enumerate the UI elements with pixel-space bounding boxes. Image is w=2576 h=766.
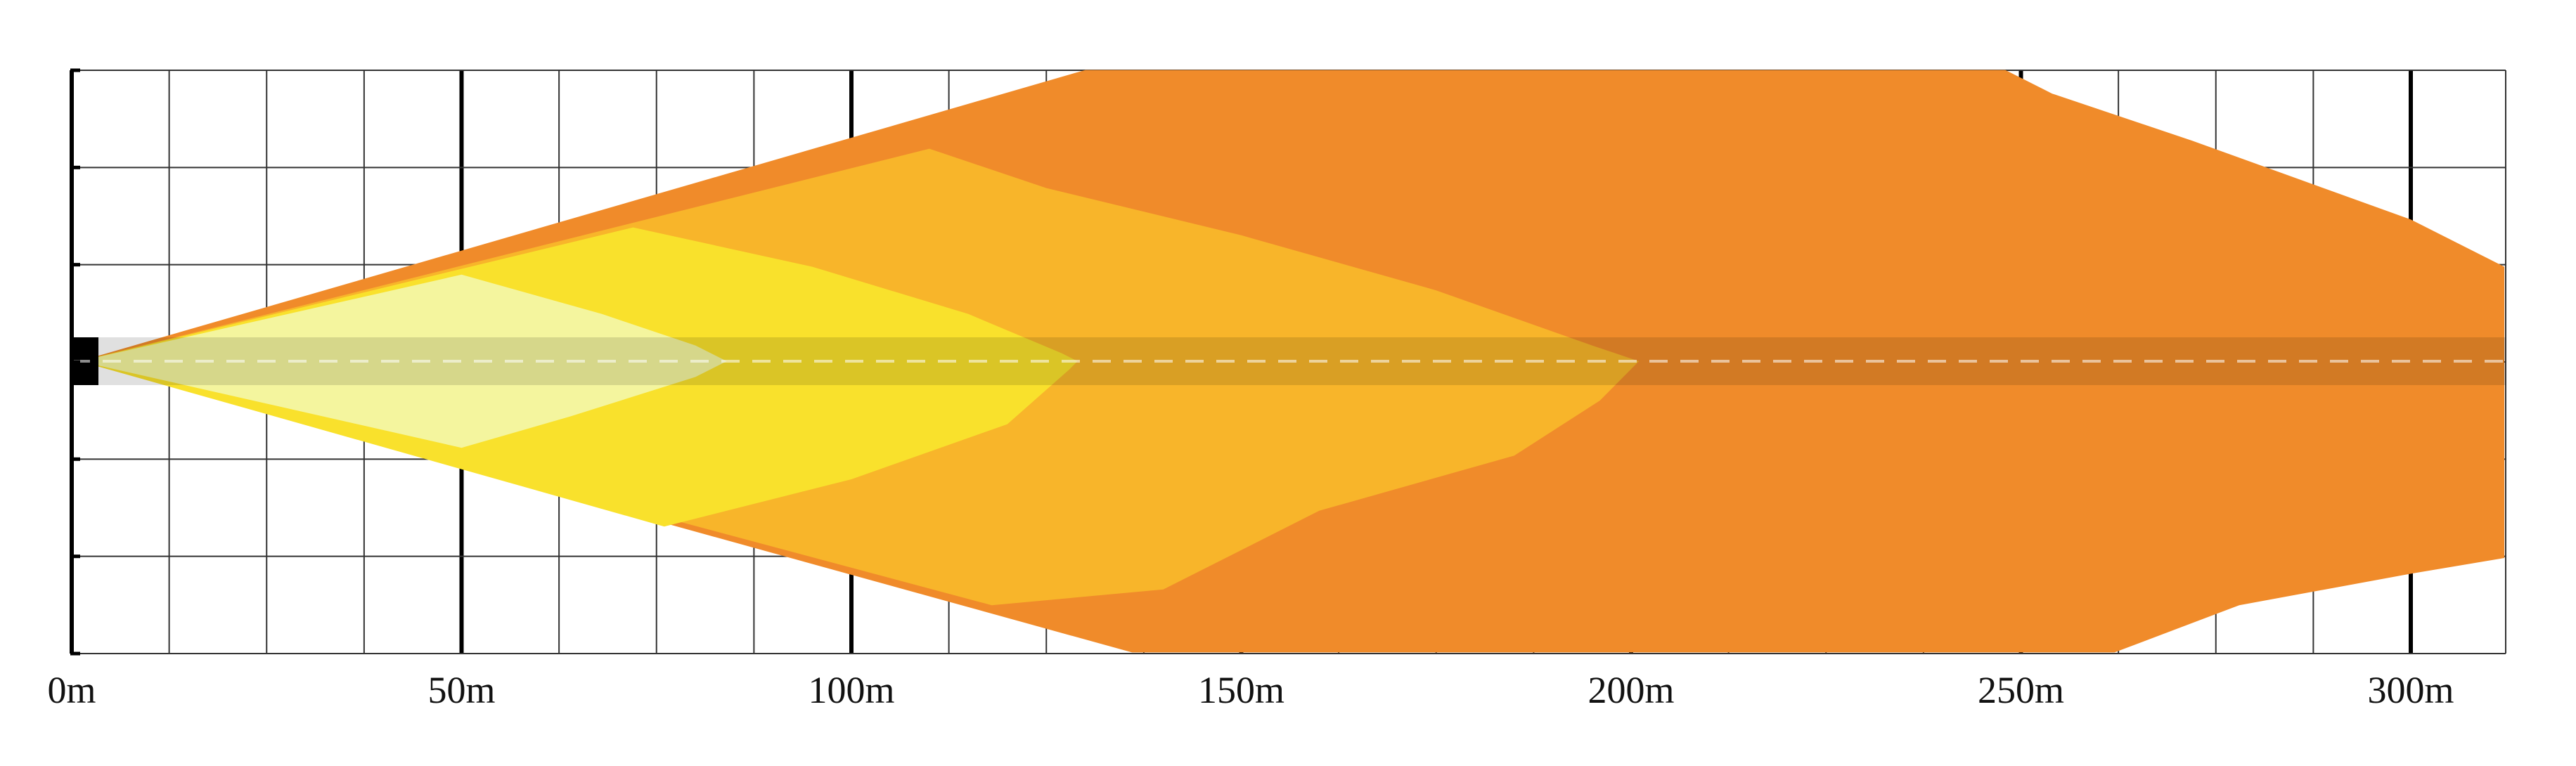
beam-area-4 bbox=[79, 274, 727, 448]
x-tick-labels: 0m 50m 100m 150m 200m 250m 300m bbox=[47, 669, 2454, 711]
x-tick-label: 250m bbox=[1978, 669, 2064, 711]
x-tick-label: 50m bbox=[427, 669, 495, 711]
x-tick-label: 150m bbox=[1198, 669, 1284, 711]
road-band bbox=[72, 337, 2506, 385]
x-tick-label: 0m bbox=[47, 669, 96, 711]
axes bbox=[70, 68, 80, 656]
x-tick-label: 100m bbox=[808, 669, 894, 711]
x-tick-label: 200m bbox=[1588, 669, 1674, 711]
x-tick-label: 300m bbox=[2367, 669, 2454, 711]
